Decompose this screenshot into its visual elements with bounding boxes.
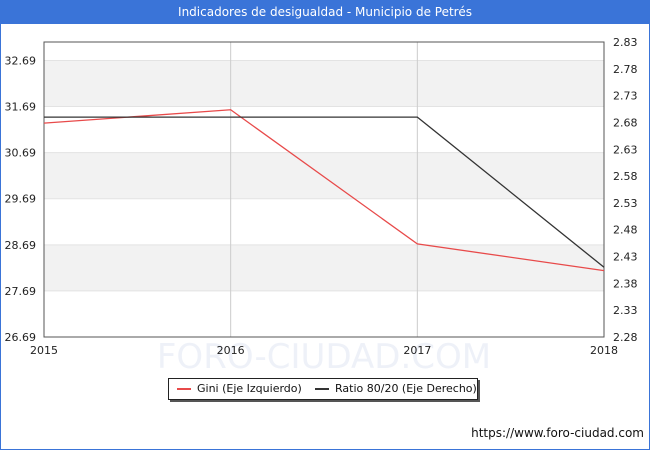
plot-border xyxy=(43,41,605,338)
legend-label-ratio: Ratio 80/20 (Eje Derecho) xyxy=(335,382,477,395)
y-right-tick-label: 2.28 xyxy=(613,331,638,344)
grid-band xyxy=(44,244,604,291)
legend-swatch-ratio xyxy=(315,388,329,390)
y-left-tick-label: 31.69 xyxy=(5,101,37,114)
y-right-tick-label: 2.68 xyxy=(613,116,638,129)
y-left-tick-label: 28.69 xyxy=(5,239,37,252)
y-right-tick-label: 2.63 xyxy=(613,143,638,156)
y-right-tick-label: 2.73 xyxy=(613,90,638,103)
series-line-ratio xyxy=(44,116,605,268)
legend-item-gini: Gini (Eje Izquierdo) xyxy=(177,379,302,399)
y-right-tick-label: 2.43 xyxy=(613,251,638,264)
grid-band xyxy=(44,152,604,199)
y-left-tick-label: 29.69 xyxy=(5,193,37,206)
y-right-tick-label: 2.33 xyxy=(613,304,638,317)
y-left-tick-label: 30.69 xyxy=(5,147,37,160)
y-left-tick-label: 27.69 xyxy=(5,285,37,298)
y-left-tick-label: 26.69 xyxy=(5,331,37,344)
x-tick-label: 2015 xyxy=(30,344,58,357)
x-tick-label: 2018 xyxy=(590,344,618,357)
legend: Gini (Eje Izquierdo) Ratio 80/20 (Eje De… xyxy=(168,378,478,400)
legend-swatch-gini xyxy=(177,388,191,390)
x-tick-label: 2017 xyxy=(403,344,431,357)
y-right-tick-label: 2.38 xyxy=(613,277,638,290)
y-right-tick-label: 2.53 xyxy=(613,197,638,210)
y-right-tick-label: 2.58 xyxy=(613,170,638,183)
y-right-tick-label: 2.78 xyxy=(613,63,638,76)
legend-label-gini: Gini (Eje Izquierdo) xyxy=(197,382,302,395)
legend-item-ratio: Ratio 80/20 (Eje Derecho) xyxy=(315,379,477,399)
x-tick-label: 2016 xyxy=(217,344,245,357)
footer-url[interactable]: https://www.foro-ciudad.com xyxy=(471,426,644,440)
chart-title: Indicadores de desigualdad - Municipio d… xyxy=(0,0,650,24)
y-right-tick-label: 2.48 xyxy=(613,224,638,237)
y-left-tick-label: 32.69 xyxy=(5,54,37,67)
y-right-tick-label: 2.83 xyxy=(613,36,638,49)
watermark: FORO-CIUDAD.COM xyxy=(157,337,491,377)
grid-band xyxy=(44,60,604,107)
